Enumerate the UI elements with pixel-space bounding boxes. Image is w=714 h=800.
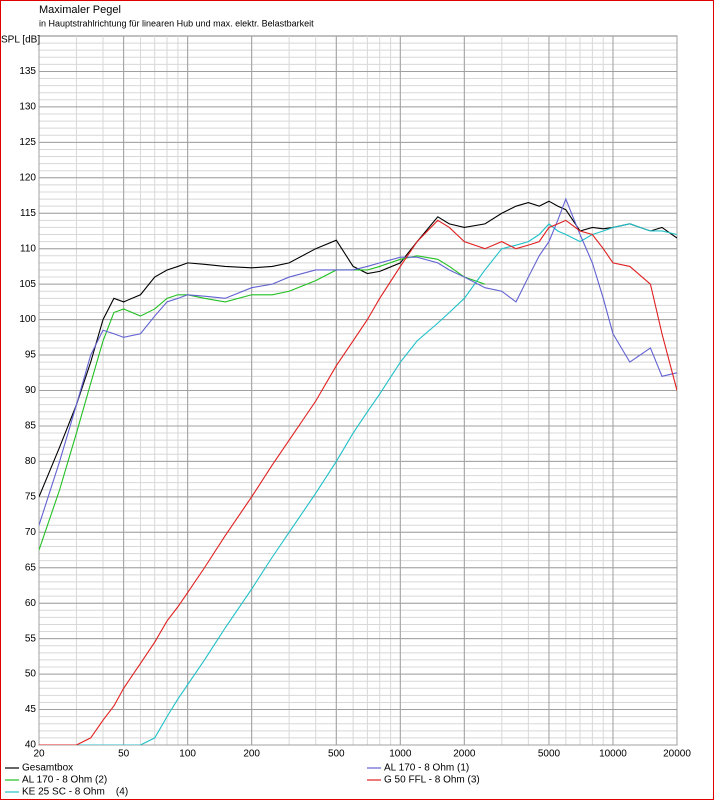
y-tick-label: 100 bbox=[19, 314, 36, 325]
y-tick-label: 75 bbox=[25, 491, 37, 502]
y-tick-label: 110 bbox=[20, 243, 36, 254]
chart-subtitle: in Hauptstrahlrichtung für linearen Hub … bbox=[39, 18, 314, 28]
y-tick-label: 45 bbox=[25, 704, 37, 715]
grid bbox=[38, 36, 678, 746]
y-tick-label: 80 bbox=[25, 456, 37, 467]
y-tick-label: 125 bbox=[19, 137, 36, 148]
series-line bbox=[39, 219, 677, 745]
x-tick-label: 5000 bbox=[538, 749, 561, 760]
y-axis-label: SPL [dB] bbox=[1, 35, 40, 46]
x-tick-label: 10000 bbox=[599, 749, 627, 760]
y-tick-label: 50 bbox=[25, 669, 37, 680]
x-tick-label: 200 bbox=[243, 749, 260, 760]
legend-label: AL 170 - 8 Ohm (2) bbox=[22, 775, 107, 786]
y-tick-label: 60 bbox=[25, 598, 37, 609]
series-lines bbox=[39, 197, 677, 745]
series-line bbox=[39, 223, 677, 745]
x-tick-label: 500 bbox=[328, 749, 345, 760]
y-tick-label: 55 bbox=[25, 633, 37, 644]
legend-label: AL 170 - 8 Ohm (1) bbox=[384, 763, 469, 774]
x-tick-label: 20 bbox=[33, 749, 45, 760]
y-tick-label: 90 bbox=[25, 385, 37, 396]
x-tick-label: 1000 bbox=[389, 749, 412, 760]
y-tick-label: 40 bbox=[25, 740, 37, 751]
x-tick-label: 20000 bbox=[663, 749, 691, 760]
x-tick-label: 2000 bbox=[453, 749, 476, 760]
series-line bbox=[39, 197, 677, 526]
legend-label: Gesamtbox bbox=[22, 763, 73, 774]
y-tick-label: 85 bbox=[25, 421, 37, 432]
y-tick-label: 70 bbox=[25, 527, 37, 538]
x-tick-label: 50 bbox=[118, 749, 130, 760]
y-tick-label: 135 bbox=[19, 66, 36, 77]
y-tick-label: 65 bbox=[25, 562, 37, 573]
legend-label: G 50 FFL - 8 Ohm (3) bbox=[384, 775, 480, 786]
x-tick-label: 100 bbox=[179, 749, 196, 760]
chart-title: Maximaler Pegel bbox=[39, 4, 121, 16]
legend-label: KE 25 SC - 8 Ohm (4) bbox=[22, 787, 128, 798]
y-tick-label: 95 bbox=[25, 350, 37, 361]
y-tick-label: 120 bbox=[19, 172, 36, 183]
y-tick-label: 105 bbox=[19, 279, 36, 290]
y-tick-label: 115 bbox=[20, 208, 36, 219]
y-tick-label: 130 bbox=[19, 102, 36, 113]
